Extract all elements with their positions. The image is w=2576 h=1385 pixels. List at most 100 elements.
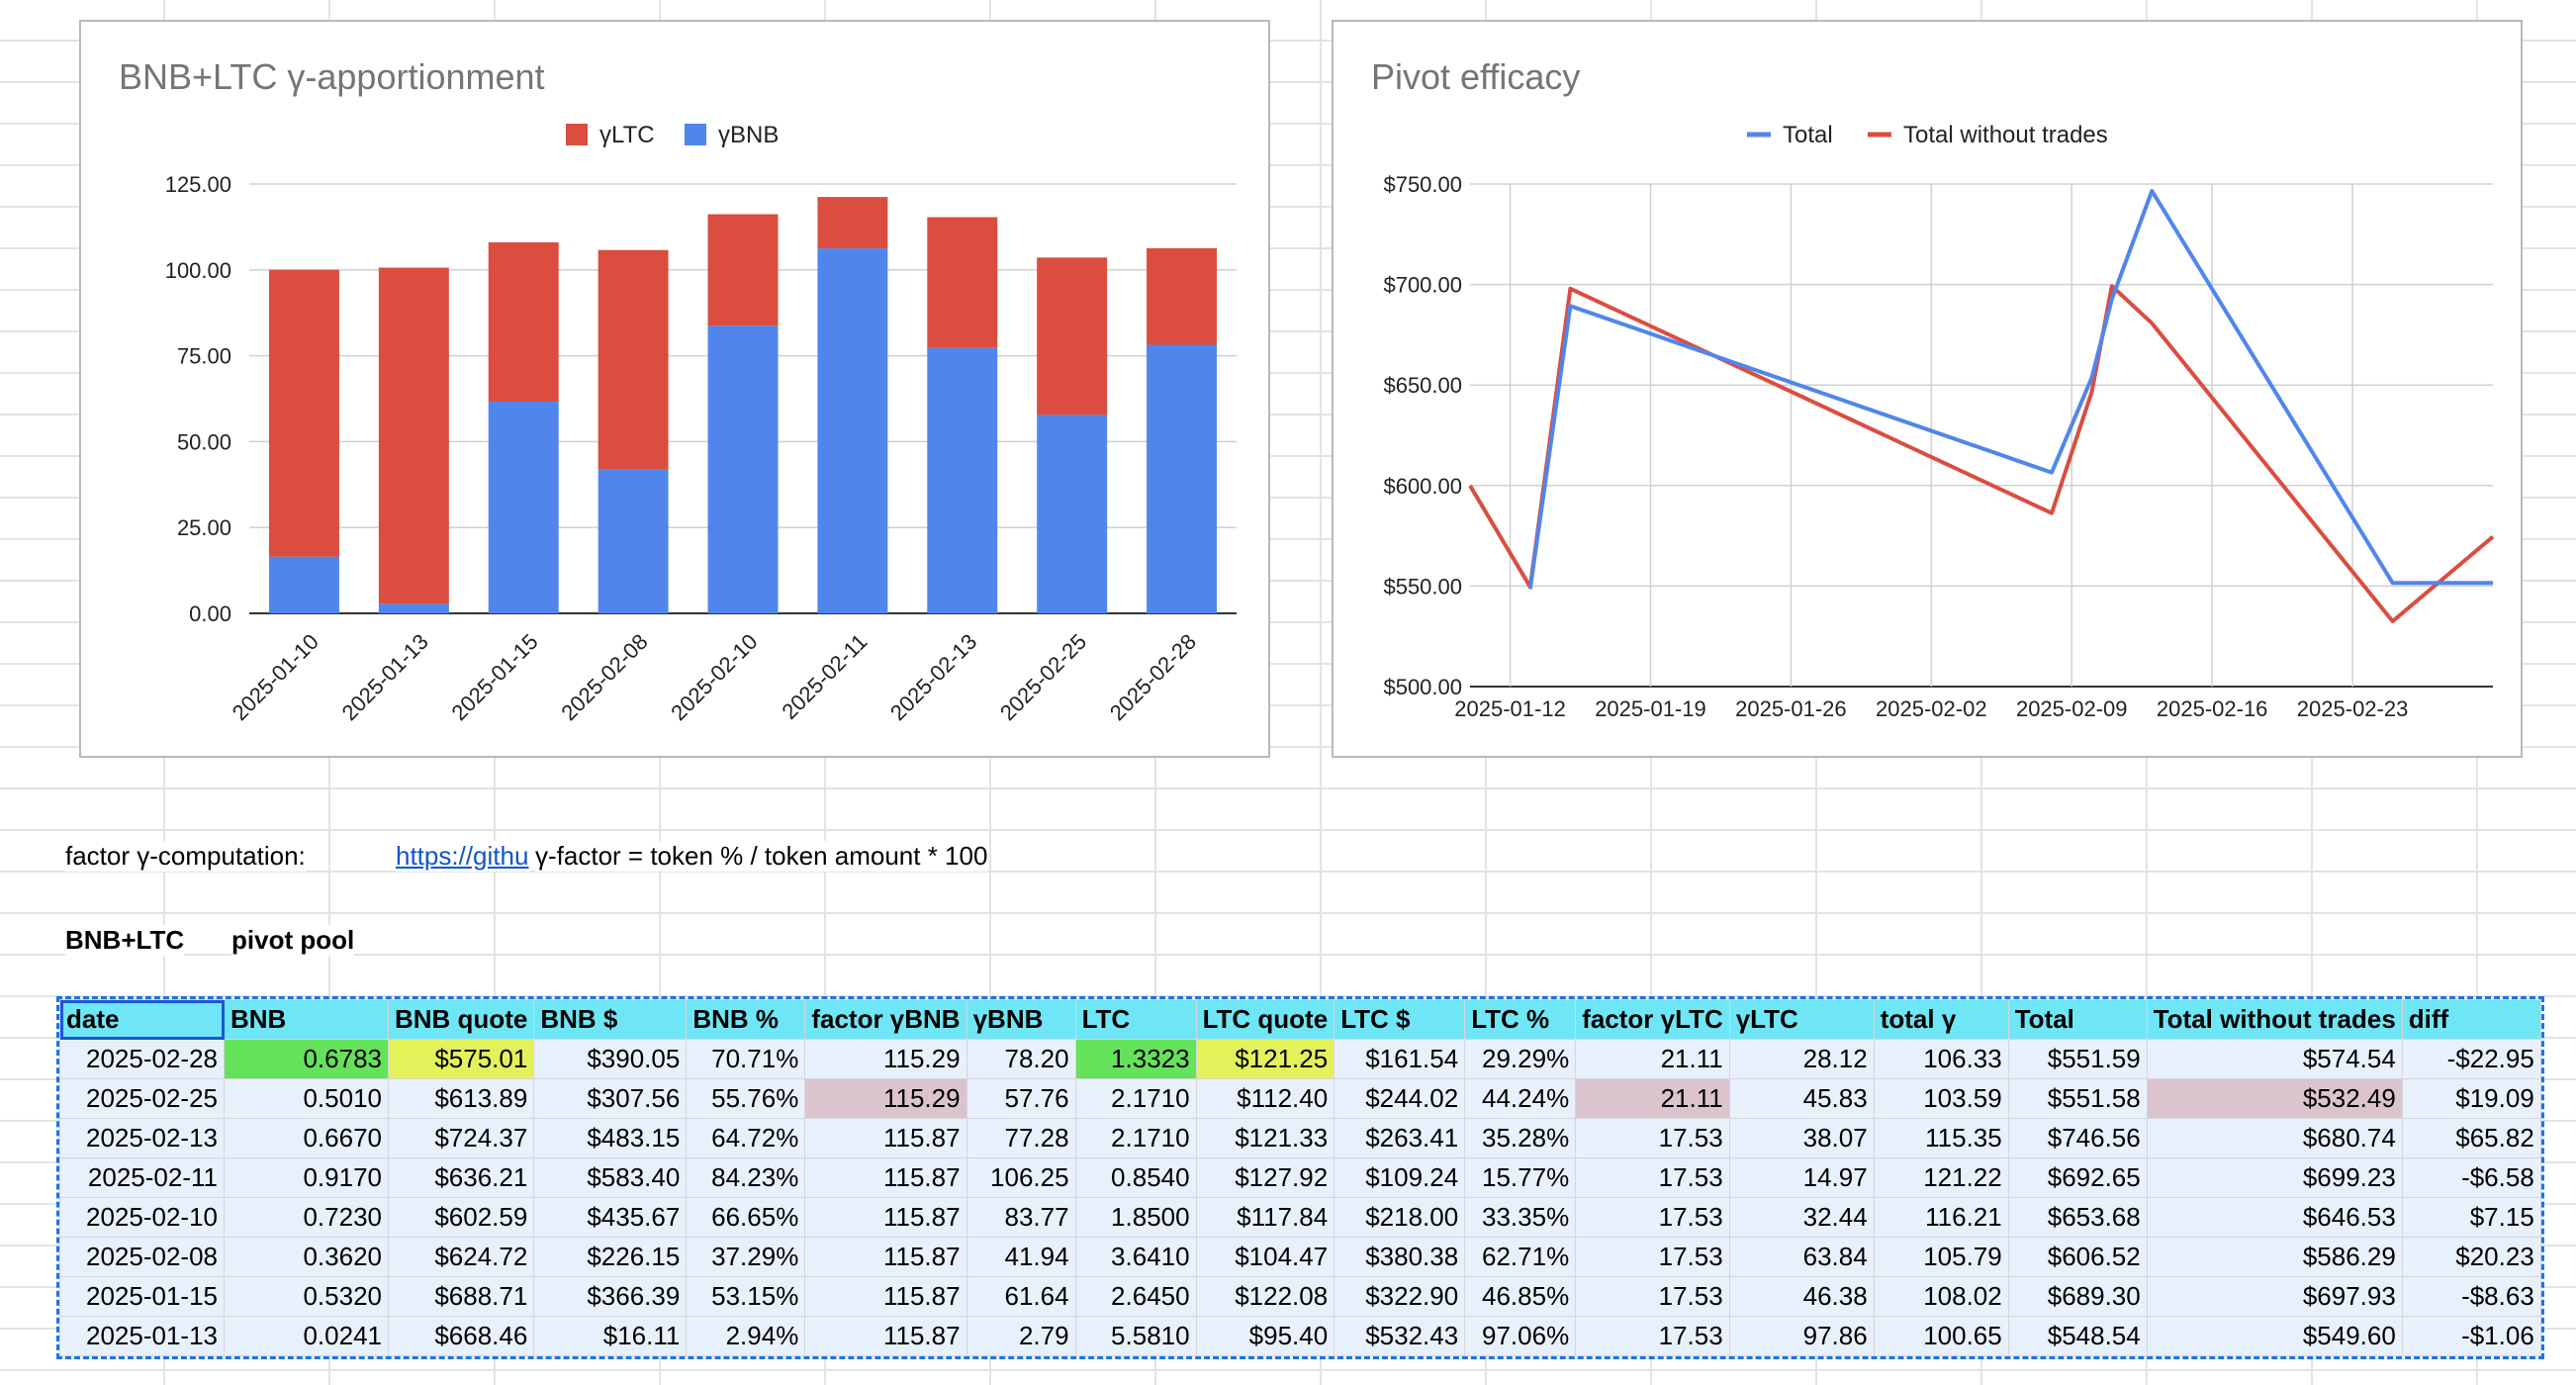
column-header[interactable]: LTC $: [1334, 999, 1466, 1040]
table-cell[interactable]: 38.07: [1728, 1118, 1875, 1158]
table-cell[interactable]: 17.53: [1575, 1118, 1730, 1158]
column-header[interactable]: BNB %: [686, 999, 806, 1040]
table-cell[interactable]: 28.12: [1728, 1039, 1875, 1079]
column-header[interactable]: Total without trades: [2146, 999, 2403, 1040]
table-cell[interactable]: 78.20: [966, 1039, 1076, 1079]
table-cell[interactable]: $380.38: [1334, 1237, 1466, 1277]
table-cell[interactable]: 1.3323: [1074, 1039, 1197, 1079]
table-cell[interactable]: 64.72%: [686, 1118, 806, 1158]
table-cell[interactable]: 70.71%: [686, 1039, 806, 1079]
table-cell[interactable]: 77.28: [966, 1118, 1076, 1158]
table-cell[interactable]: $551.58: [2007, 1078, 2148, 1119]
table-cell[interactable]: 1.8500: [1074, 1197, 1197, 1238]
table-cell[interactable]: 115.87: [804, 1157, 967, 1198]
table-cell[interactable]: $244.02: [1334, 1078, 1466, 1119]
table-cell[interactable]: 57.76: [966, 1078, 1076, 1119]
table-cell[interactable]: 2.94%: [686, 1316, 806, 1356]
table-cell[interactable]: 115.29: [804, 1039, 967, 1079]
table-cell[interactable]: 115.35: [1873, 1118, 2009, 1158]
table-cell[interactable]: -$8.63: [2401, 1276, 2541, 1317]
table-cell[interactable]: 2025-02-28: [59, 1039, 225, 1079]
column-header[interactable]: date: [59, 999, 225, 1040]
table-cell[interactable]: $65.82: [2401, 1118, 2541, 1158]
table-cell[interactable]: $366.39: [533, 1276, 688, 1317]
table-cell[interactable]: $161.54: [1334, 1039, 1466, 1079]
table-cell[interactable]: $435.67: [533, 1197, 688, 1238]
table-cell[interactable]: $532.49: [2146, 1078, 2403, 1119]
table-cell[interactable]: $551.59: [2007, 1039, 2148, 1079]
table-cell[interactable]: -$6.58: [2401, 1157, 2541, 1198]
table-cell[interactable]: $483.15: [533, 1118, 688, 1158]
table-cell[interactable]: $724.37: [387, 1118, 535, 1158]
table-cell[interactable]: 2.1710: [1074, 1118, 1197, 1158]
table-cell[interactable]: $680.74: [2146, 1118, 2403, 1158]
column-header[interactable]: BNB: [224, 999, 389, 1040]
table-cell[interactable]: 84.23%: [686, 1157, 806, 1198]
table-cell[interactable]: 106.25: [966, 1157, 1076, 1198]
table-cell[interactable]: 21.11: [1575, 1039, 1730, 1079]
table-cell[interactable]: $117.84: [1195, 1197, 1335, 1238]
table-cell[interactable]: 2025-02-08: [59, 1237, 225, 1277]
table-cell[interactable]: $549.60: [2146, 1316, 2403, 1356]
table-cell[interactable]: 0.5320: [224, 1276, 389, 1317]
table-cell[interactable]: 0.8540: [1074, 1157, 1197, 1198]
table-cell[interactable]: $109.24: [1334, 1157, 1466, 1198]
table-cell[interactable]: $127.92: [1195, 1157, 1335, 1198]
github-link[interactable]: https://githu: [396, 841, 530, 872]
table-cell[interactable]: 63.84: [1728, 1237, 1875, 1277]
table-cell[interactable]: $586.29: [2146, 1237, 2403, 1277]
table-cell[interactable]: $689.30: [2007, 1276, 2148, 1317]
table-cell[interactable]: 2025-02-13: [59, 1118, 225, 1158]
table-cell[interactable]: $95.40: [1195, 1316, 1335, 1356]
table-cell[interactable]: -$22.95: [2401, 1039, 2541, 1079]
table-cell[interactable]: 108.02: [1873, 1276, 2009, 1317]
table-cell[interactable]: 0.0241: [224, 1316, 389, 1356]
table-cell[interactable]: $104.47: [1195, 1237, 1335, 1277]
table-cell[interactable]: 66.65%: [686, 1197, 806, 1238]
table-cell[interactable]: 0.5010: [224, 1078, 389, 1119]
table-cell[interactable]: 21.11: [1575, 1078, 1730, 1119]
table-cell[interactable]: 41.94: [966, 1237, 1076, 1277]
table-cell[interactable]: $122.08: [1195, 1276, 1335, 1317]
table-cell[interactable]: 115.29: [804, 1078, 967, 1119]
table-cell[interactable]: $574.54: [2146, 1039, 2403, 1079]
table-cell[interactable]: 97.06%: [1464, 1316, 1577, 1356]
table-cell[interactable]: $668.46: [387, 1316, 535, 1356]
bar-chart-box[interactable]: BNB+LTC γ-apportionment γLTC γBNB 0.00 25.00…: [79, 20, 1270, 758]
column-header[interactable]: Total: [2007, 999, 2148, 1040]
table-cell[interactable]: 2025-01-13: [59, 1316, 225, 1356]
table-cell[interactable]: $646.53: [2146, 1197, 2403, 1238]
table-cell[interactable]: 46.85%: [1464, 1276, 1577, 1317]
table-cell[interactable]: $390.05: [533, 1039, 688, 1079]
table-cell[interactable]: $602.59: [387, 1197, 535, 1238]
table-cell[interactable]: 97.86: [1728, 1316, 1875, 1356]
table-cell[interactable]: 3.6410: [1074, 1237, 1197, 1277]
table-cell[interactable]: $121.33: [1195, 1118, 1335, 1158]
table-cell[interactable]: $697.93: [2146, 1276, 2403, 1317]
table-cell[interactable]: $532.43: [1334, 1316, 1466, 1356]
table-cell[interactable]: $575.01: [387, 1039, 535, 1079]
table-cell[interactable]: 116.21: [1873, 1197, 2009, 1238]
table-cell[interactable]: $606.52: [2007, 1237, 2148, 1277]
table-cell[interactable]: $226.15: [533, 1237, 688, 1277]
table-cell[interactable]: 33.35%: [1464, 1197, 1577, 1238]
table-cell[interactable]: $218.00: [1334, 1197, 1466, 1238]
table-cell[interactable]: 0.9170: [224, 1157, 389, 1198]
table-cell[interactable]: $548.54: [2007, 1316, 2148, 1356]
column-header[interactable]: LTC quote: [1195, 999, 1335, 1040]
line-chart-box[interactable]: Pivot efficacy Total Total without trades $…: [1332, 20, 2523, 758]
table-cell[interactable]: $688.71: [387, 1276, 535, 1317]
table-cell[interactable]: 103.59: [1873, 1078, 2009, 1119]
table-cell[interactable]: $613.89: [387, 1078, 535, 1119]
table-cell[interactable]: $583.40: [533, 1157, 688, 1198]
table-cell[interactable]: 55.76%: [686, 1078, 806, 1119]
table-cell[interactable]: 17.53: [1575, 1157, 1730, 1198]
table-cell[interactable]: 115.87: [804, 1197, 967, 1238]
table-cell[interactable]: 32.44: [1728, 1197, 1875, 1238]
column-header[interactable]: factor γBNB: [804, 999, 967, 1040]
table-cell[interactable]: 61.64: [966, 1276, 1076, 1317]
table-cell[interactable]: 115.87: [804, 1316, 967, 1356]
table-cell[interactable]: 62.71%: [1464, 1237, 1577, 1277]
column-header[interactable]: factor γLTC: [1575, 999, 1730, 1040]
table-cell[interactable]: 115.87: [804, 1118, 967, 1158]
